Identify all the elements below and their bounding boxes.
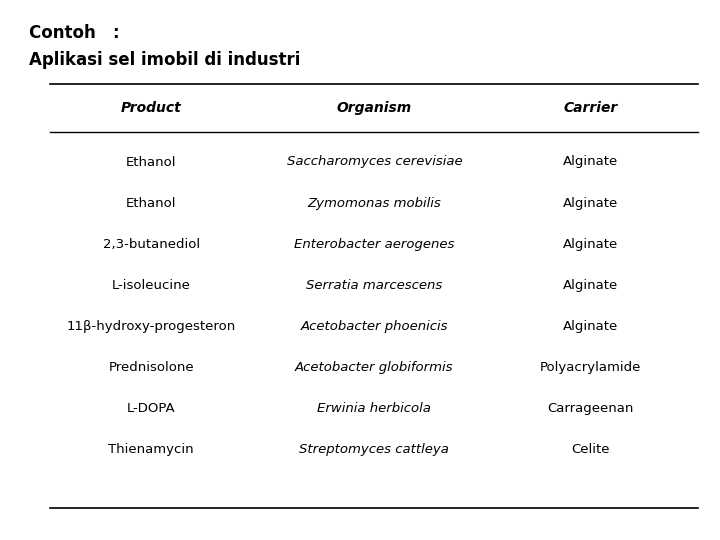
Text: Acetobacter globiformis: Acetobacter globiformis bbox=[295, 361, 454, 374]
Text: Acetobacter phoenicis: Acetobacter phoenicis bbox=[301, 320, 448, 333]
Text: Alginate: Alginate bbox=[563, 238, 618, 251]
Text: Alginate: Alginate bbox=[563, 156, 618, 168]
Text: Aplikasi sel imobil di industri: Aplikasi sel imobil di industri bbox=[29, 51, 300, 69]
Text: Alginate: Alginate bbox=[563, 320, 618, 333]
Text: Carrier: Carrier bbox=[563, 101, 618, 115]
Text: Alginate: Alginate bbox=[563, 279, 618, 292]
Text: Organism: Organism bbox=[337, 101, 412, 115]
Text: Polyacrylamide: Polyacrylamide bbox=[540, 361, 641, 374]
Text: Serratia marcescens: Serratia marcescens bbox=[306, 279, 443, 292]
Text: Product: Product bbox=[121, 101, 181, 115]
Text: Alginate: Alginate bbox=[563, 197, 618, 210]
Text: Zymomonas mobilis: Zymomonas mobilis bbox=[307, 197, 441, 210]
Text: 11β-hydroxy-progesteron: 11β-hydroxy-progesteron bbox=[66, 320, 236, 333]
Text: Prednisolone: Prednisolone bbox=[109, 361, 194, 374]
Text: Ethanol: Ethanol bbox=[126, 197, 176, 210]
Text: Ethanol: Ethanol bbox=[126, 156, 176, 168]
Text: L-DOPA: L-DOPA bbox=[127, 402, 176, 415]
Text: Streptomyces cattleya: Streptomyces cattleya bbox=[300, 443, 449, 456]
Text: Carrageenan: Carrageenan bbox=[547, 402, 634, 415]
Text: Saccharomyces cerevisiae: Saccharomyces cerevisiae bbox=[287, 156, 462, 168]
Text: Thienamycin: Thienamycin bbox=[109, 443, 194, 456]
Text: Erwinia herbicola: Erwinia herbicola bbox=[318, 402, 431, 415]
Text: Contoh   :: Contoh : bbox=[29, 24, 120, 42]
Text: L-isoleucine: L-isoleucine bbox=[112, 279, 191, 292]
Text: Celite: Celite bbox=[571, 443, 610, 456]
Text: 2,3-butanediol: 2,3-butanediol bbox=[103, 238, 199, 251]
Text: Enterobacter aerogenes: Enterobacter aerogenes bbox=[294, 238, 454, 251]
